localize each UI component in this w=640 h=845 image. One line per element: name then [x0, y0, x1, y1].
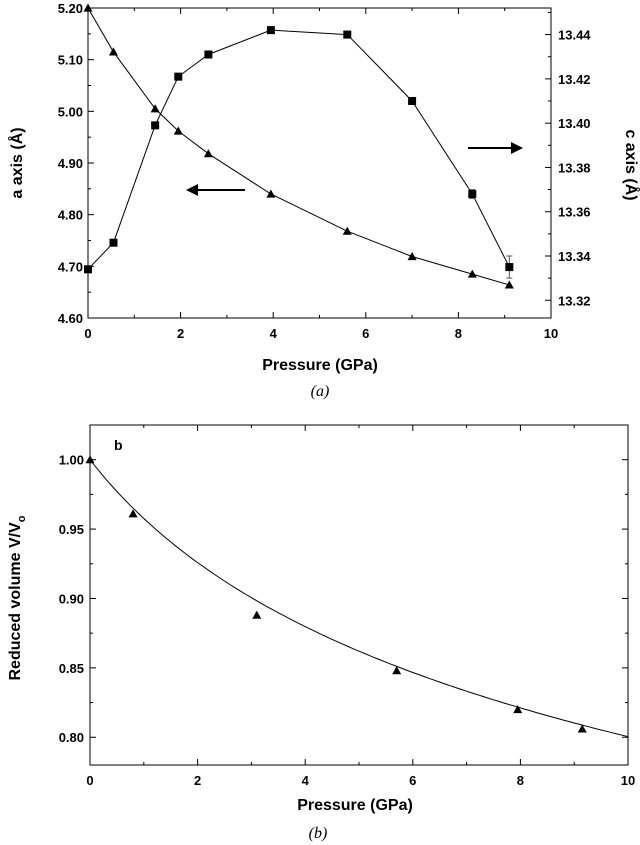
- c-axis-point: [174, 72, 183, 81]
- panel-b: 0 2 4 6 8 10 0.80 0.85 0.90 0.95 1.00 b Pressure …: [7, 424, 635, 842]
- panel-b-fit-curve: [89, 459, 629, 738]
- c-axis-point: [109, 238, 118, 247]
- x-tick-label: 6: [409, 773, 416, 788]
- c-axis-point: [468, 190, 477, 198]
- a-axis-point: [108, 47, 118, 56]
- left-y-tick-label: 4.90: [58, 156, 83, 171]
- left-y-tick-label: 4.60: [58, 311, 83, 326]
- panel-b-y-axis-label-main: Reduced volume V/V: [7, 522, 24, 681]
- panel-a-left-y-ticks: 4.60 4.70 4.80 4.90 5.00 5.10 5.20: [58, 1, 94, 326]
- panel-b-x-axis-label: Pressure (GPa): [297, 797, 413, 814]
- left-y-tick-label: 5.20: [58, 1, 83, 16]
- panel-b-x-ticks: 0 2 4 6 8 10: [86, 425, 635, 788]
- y-tick-label: 1.00: [59, 453, 84, 468]
- a-axis-point: [83, 3, 93, 12]
- panel-a: 0 2 4 6 8 10 4.60 4.70 4.80 4.90 5.00 5.10 5.20 13.…: [7, 1, 640, 400]
- left-y-tick-label: 5.10: [58, 53, 83, 68]
- c-axis-point: [151, 121, 160, 130]
- panel-b-y-axis-label: Reduced volume V/Vo: [7, 515, 28, 680]
- c-axis-point: [204, 50, 213, 59]
- panel-b-frame: [89, 424, 629, 766]
- panel-a-right-y-axis-label: c axis (Å): [622, 129, 640, 200]
- volume-point: [577, 724, 587, 733]
- panel-b-letter: b: [114, 437, 123, 453]
- a-axis-point: [504, 280, 514, 289]
- y-tick-label: 0.85: [59, 661, 84, 676]
- x-tick-label: 0: [84, 326, 91, 341]
- c-axis-line: [87, 29, 510, 270]
- x-tick-label: 10: [544, 326, 558, 341]
- right-y-tick-label: 13.40: [558, 116, 591, 131]
- x-tick-label: 6: [362, 326, 369, 341]
- right-y-tick-label: 13.34: [558, 249, 591, 264]
- panel-a-x-axis-label: Pressure (GPa): [262, 357, 378, 374]
- panel-b-caption: (b): [309, 825, 328, 842]
- c-axis-point: [84, 265, 92, 274]
- y-tick-label: 0.80: [59, 730, 84, 745]
- left-y-tick-label: 4.70: [58, 259, 83, 274]
- a-axis-point: [342, 226, 352, 235]
- c-axis-point: [343, 30, 352, 39]
- right-arrow: [468, 142, 523, 154]
- panel-a-left-y-axis-label: a axis (Å): [7, 127, 26, 198]
- volume-point: [513, 704, 523, 714]
- x-tick-label: 8: [517, 773, 524, 788]
- left-arrow: [186, 184, 245, 196]
- x-tick-label: 2: [177, 326, 184, 341]
- panel-a-frame: [87, 7, 552, 319]
- panel-a-series: [83, 3, 514, 289]
- x-tick-label: 0: [86, 773, 93, 788]
- right-y-tick-label: 13.32: [558, 293, 591, 308]
- right-y-tick-label: 13.38: [558, 160, 591, 175]
- y-tick-label: 0.95: [59, 522, 84, 537]
- volume-point: [392, 666, 402, 675]
- x-tick-label: 4: [270, 326, 278, 341]
- right-y-tick-label: 13.44: [558, 28, 591, 43]
- right-y-tick-label: 13.36: [558, 205, 591, 220]
- a-axis-point: [467, 269, 477, 278]
- a-axis-point: [203, 149, 213, 158]
- left-y-tick-label: 5.00: [58, 104, 83, 119]
- left-y-tick-label: 4.80: [58, 208, 83, 223]
- x-tick-label: 10: [621, 773, 635, 788]
- y-tick-label: 0.90: [59, 591, 84, 606]
- a-axis-point: [407, 252, 417, 261]
- panel-b-y-ticks: 0.80 0.85 0.90 0.95 1.00: [59, 453, 628, 745]
- right-y-tick-label: 13.42: [558, 72, 591, 87]
- a-axis-point: [173, 126, 183, 135]
- x-tick-label: 8: [455, 326, 462, 341]
- x-tick-label: 4: [302, 773, 310, 788]
- a-axis-point: [150, 104, 160, 113]
- c-axis-point: [266, 26, 275, 35]
- volume-point: [85, 455, 95, 464]
- panel-a-right-y-ticks: 13.32 13.34 13.36 13.38 13.40 13.42 13.44: [545, 11, 591, 308]
- c-axis-point: [505, 263, 514, 272]
- a-axis-line: [87, 7, 510, 286]
- panel-a-caption: (a): [311, 383, 330, 400]
- panel-b-y-axis-label-sub: o: [16, 515, 28, 522]
- panel-a-x-ticks: 0 2 4 6 8 10: [84, 8, 558, 341]
- volume-point: [128, 509, 138, 518]
- panel-b-series: [85, 455, 587, 733]
- volume-point: [252, 610, 262, 619]
- a-axis-point: [266, 189, 276, 198]
- x-tick-label: 2: [194, 773, 201, 788]
- c-axis-point: [408, 97, 417, 105]
